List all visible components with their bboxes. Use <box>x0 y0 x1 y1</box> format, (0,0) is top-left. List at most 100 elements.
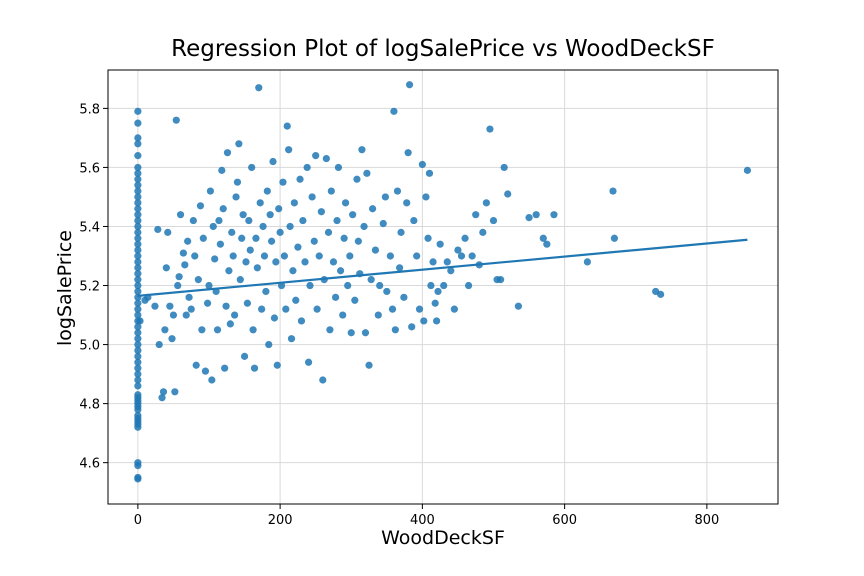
data-point <box>134 346 142 355</box>
data-point <box>134 411 142 420</box>
data-point <box>403 199 411 207</box>
data-point <box>393 187 402 195</box>
data-point <box>187 305 195 313</box>
data-point <box>260 252 269 260</box>
data-point <box>275 205 283 213</box>
data-point <box>134 323 142 331</box>
data-point <box>267 237 276 245</box>
data-point <box>134 169 142 177</box>
data-point <box>297 317 306 325</box>
data-point <box>583 258 591 266</box>
data-point <box>134 305 142 313</box>
regression-line-group <box>137 238 748 297</box>
data-point <box>280 252 288 260</box>
data-point <box>159 388 168 396</box>
data-point <box>134 175 142 183</box>
data-point <box>134 199 142 207</box>
data-point <box>134 181 142 189</box>
data-point <box>418 160 426 169</box>
data-point <box>219 205 227 213</box>
data-point <box>472 211 480 219</box>
data-point <box>242 258 250 266</box>
data-point <box>246 246 254 254</box>
data-point <box>283 122 291 130</box>
data-point <box>199 234 207 242</box>
data-point <box>543 240 551 248</box>
data-point <box>397 228 405 236</box>
data-point <box>313 305 321 313</box>
data-point <box>209 222 217 231</box>
data-point <box>168 335 176 343</box>
data-point <box>497 276 505 284</box>
data-point <box>332 293 340 301</box>
data-point <box>388 305 397 313</box>
data-point <box>279 178 287 186</box>
data-point <box>743 166 752 174</box>
data-point <box>134 228 142 236</box>
data-point <box>379 219 387 228</box>
data-point <box>266 211 274 219</box>
data-point <box>336 267 345 275</box>
data-point <box>134 119 142 127</box>
y-tick-label: 5.4 <box>79 220 100 235</box>
data-point <box>134 152 142 160</box>
data-point <box>454 246 462 254</box>
axis-ticks: 0 200 400 600 800 4.6 4.8 5.0 5.2 5.4 5.6 5.8 <box>79 102 719 528</box>
data-point <box>134 376 142 384</box>
data-point <box>134 252 142 260</box>
data-point <box>134 459 142 467</box>
data-point <box>410 216 418 225</box>
data-point <box>198 326 206 334</box>
data-point <box>172 116 180 124</box>
data-point <box>206 187 215 195</box>
data-point <box>134 358 142 366</box>
data-point <box>134 299 142 307</box>
data-point <box>276 228 284 236</box>
data-point <box>479 228 487 236</box>
data-point <box>420 317 428 325</box>
data-point <box>341 199 350 207</box>
data-point <box>306 281 314 290</box>
data-point <box>315 252 323 260</box>
data-point <box>134 382 142 390</box>
data-point <box>440 281 448 290</box>
x-tick-label: 600 <box>552 513 577 528</box>
data-point <box>248 163 256 172</box>
data-point <box>236 276 244 284</box>
data-point <box>424 234 432 242</box>
data-point <box>231 311 239 319</box>
data-point <box>265 340 273 349</box>
data-point <box>203 299 212 307</box>
data-point <box>162 264 170 272</box>
data-point <box>259 222 267 231</box>
data-point <box>155 340 163 349</box>
data-point <box>272 258 280 266</box>
data-point <box>169 311 178 319</box>
data-point <box>134 276 142 284</box>
data-point <box>134 211 142 219</box>
data-point <box>151 302 159 310</box>
data-point <box>222 302 230 310</box>
data-point <box>189 216 197 225</box>
data-point <box>344 281 352 290</box>
data-point <box>211 255 219 263</box>
data-point <box>255 84 263 92</box>
data-point <box>367 276 375 284</box>
data-point <box>215 216 223 225</box>
data-point <box>287 335 296 343</box>
data-point <box>532 211 540 219</box>
y-tick-label: 5.0 <box>79 339 100 354</box>
data-point <box>201 367 210 375</box>
data-point <box>269 157 277 166</box>
data-points <box>134 81 752 483</box>
data-point <box>310 237 318 245</box>
data-point <box>346 252 354 260</box>
data-point <box>179 249 187 257</box>
data-point <box>504 190 512 198</box>
plot-frame <box>107 69 779 505</box>
x-tick-label: 0 <box>134 513 142 528</box>
regression-line <box>137 238 748 297</box>
data-point <box>221 364 229 372</box>
data-point <box>294 243 302 251</box>
